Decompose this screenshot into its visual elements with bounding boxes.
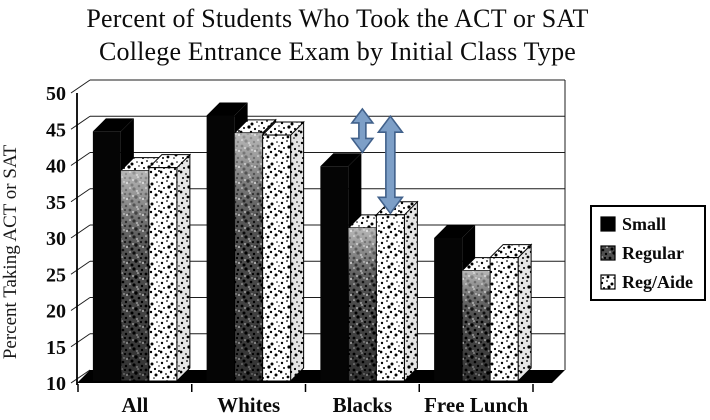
y-tick-label: 20	[46, 301, 66, 323]
bar-reg-aide-whites	[261, 120, 305, 383]
legend-swatch-reg-aide	[600, 274, 616, 290]
y-tick-label: 25	[46, 264, 66, 286]
bar-reg-aide-free-lunch	[488, 243, 533, 383]
x-category-label-free-lunch: Free Lunch	[424, 393, 528, 417]
annotation-double-arrow-1	[350, 107, 375, 154]
x-category-label-all: All	[121, 393, 148, 417]
legend-item-small: Small	[600, 214, 666, 234]
y-tick-connector	[70, 260, 91, 275]
x-category-label-blacks: Blacks	[333, 393, 393, 417]
legend-label-reg-aide: Reg/Aide	[622, 272, 693, 292]
y-tick-connector	[70, 79, 91, 94]
y-tick-label: 30	[46, 228, 66, 250]
bar-reg-aide-all	[147, 153, 192, 383]
x-category-label-whites: Whites	[217, 393, 280, 417]
y-tick-connector	[70, 188, 91, 203]
y-tick-label: 45	[46, 119, 66, 141]
y-tick-connector	[70, 369, 91, 384]
legend-swatch-small	[600, 216, 616, 232]
legend: Small Regular Reg/Aide	[590, 205, 706, 301]
y-tick-connector	[70, 224, 91, 239]
y-tick-connector	[70, 115, 91, 130]
y-tick-connector	[70, 152, 91, 166]
chart-title-line2: College Entrance Exam by Initial Class T…	[98, 37, 577, 66]
legend-item-reg-aide: Reg/Aide	[600, 272, 693, 292]
y-axis-title: Percent Taking ACT or SAT	[0, 144, 21, 359]
legend-item-regular: Regular	[600, 243, 684, 263]
y-tick-connector	[70, 297, 91, 311]
chart-title-line1: Percent of Students Who Took the ACT or …	[86, 4, 589, 33]
y-tick-label: 10	[46, 373, 66, 395]
chart-title: Percent of Students Who Took the ACT or …	[15, 2, 660, 68]
annotation-double-arrow-2	[376, 114, 404, 215]
y-tick-label: 35	[46, 192, 66, 214]
bar-reg-aide-blacks	[375, 200, 419, 383]
legend-label-small: Small	[622, 214, 666, 234]
legend-swatch-regular	[600, 245, 616, 261]
legend-label-regular: Regular	[622, 243, 684, 263]
y-tick-label: 15	[46, 337, 66, 359]
y-tick-connector	[70, 333, 91, 348]
y-tick-label: 50	[46, 83, 66, 105]
plot-area: 50 45 40 35 30 25 20 15 10 All Whites Blacks Free Lu…	[0, 79, 566, 417]
y-tick-label: 40	[46, 156, 66, 178]
